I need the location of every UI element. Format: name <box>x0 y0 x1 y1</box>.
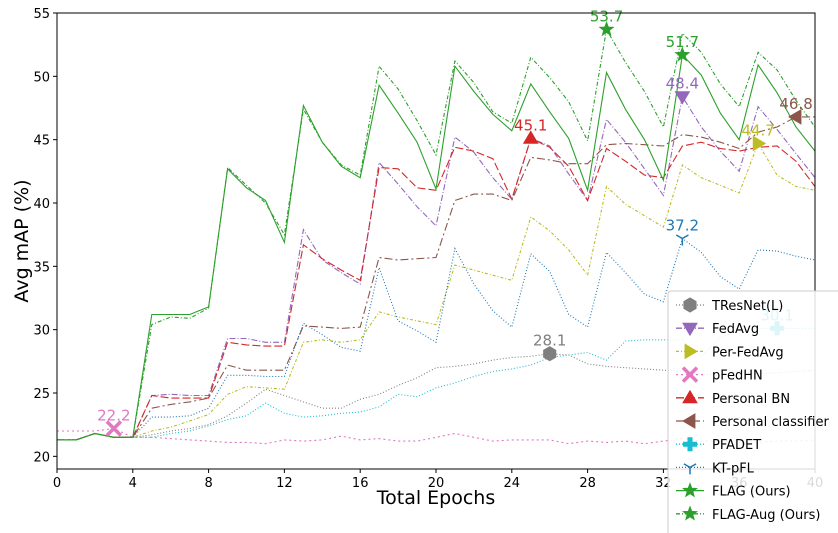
series-line-kt-pfl <box>57 237 815 441</box>
legend-marker-tresnet-l <box>683 297 697 313</box>
legend-marker-pfedhn <box>681 366 699 383</box>
x-axis-title: Total Epochs <box>376 487 496 509</box>
marker-kt-pfl <box>675 234 689 246</box>
y-tick-label: 35 <box>33 260 50 275</box>
legend-marker-personal-bn <box>682 389 698 404</box>
legend-marker-pfadet <box>683 437 697 452</box>
annotation-flag-aug-ours: 53.7 <box>590 7 623 25</box>
legend-label-kt-pfl: KT-pFL <box>712 461 755 476</box>
marker-per-fedavg <box>752 135 767 152</box>
legend-marker-per-fedavg <box>684 343 698 360</box>
plot-markers <box>105 21 802 437</box>
y-axis-title: Avg mAP (%) <box>11 179 33 302</box>
legend-label-personal-bn: Personal BN <box>712 392 790 407</box>
series-line-personal-classifier <box>57 116 815 441</box>
annotation-pfedhn: 22.2 <box>97 406 130 424</box>
legend-label-flag-ours: FLAG (Ours) <box>712 485 791 500</box>
series-line-per-fedavg <box>57 142 815 441</box>
y-tick-label: 25 <box>33 387 50 402</box>
annotation-personal-classifier: 46.8 <box>779 95 812 113</box>
x-tick-label: 16 <box>352 476 369 491</box>
series-line-fedavg <box>57 95 815 441</box>
legend-marker-flag-ours <box>681 482 699 498</box>
y-tick-label: 45 <box>33 134 50 149</box>
legend: TResNet(L) FedAvg Per-FedAvg pFedHN Personal… <box>667 290 838 533</box>
series-line-pfadet <box>57 327 815 441</box>
x-tick-label: 8 <box>204 476 212 491</box>
legend-label-pfedhn: pFedHN <box>712 369 763 384</box>
annotation-per-fedavg: 44.7 <box>741 121 774 139</box>
y-axis-ticks: 20 25 30 35 40 45 50 55 <box>33 7 57 465</box>
series-line-flag-ours <box>57 53 815 441</box>
legend-label-flag-aug-ours: FLAG-Aug (Ours) <box>712 508 820 523</box>
marker-fedavg <box>674 91 691 105</box>
plot-annotations: 28.148.444.722.245.146.830.137.251.753.7 <box>97 7 813 424</box>
legend-marker-flag-aug-ours <box>681 505 699 521</box>
marker-tresnet-l <box>543 346 557 362</box>
annotation-kt-pfl: 37.2 <box>666 216 699 234</box>
y-tick-label: 50 <box>33 70 50 85</box>
series-line-flag-aug-ours <box>57 27 815 441</box>
x-tick-label: 20 <box>428 476 445 491</box>
y-tick-label: 55 <box>33 7 50 22</box>
legend-label-tresnet-l: TResNet(L) <box>711 299 783 314</box>
legend-marker-kt-pfl <box>683 463 697 475</box>
legend-label-fedavg: FedAvg <box>712 322 759 337</box>
x-tick-label: 0 <box>53 476 61 491</box>
legend-label-per-fedavg: Per-FedAvg <box>712 345 784 360</box>
legend-label-personal-classifier: Personal classifier <box>712 415 829 430</box>
y-tick-label: 30 <box>33 324 50 339</box>
annotation-tresnet-l: 28.1 <box>533 332 566 350</box>
legend-label-pfadet: PFADET <box>712 438 761 453</box>
annotation-personal-bn: 45.1 <box>514 116 547 134</box>
marker-flag-aug-ours <box>598 21 615 37</box>
annotation-flag-ours: 51.7 <box>666 33 699 51</box>
legend-marker-fedavg <box>682 322 698 337</box>
legend-box <box>667 290 838 533</box>
marker-flag-ours <box>674 46 691 62</box>
marker-personal-classifier <box>788 108 802 125</box>
legend-marker-personal-classifier <box>682 413 696 429</box>
x-tick-label: 28 <box>579 476 596 491</box>
marker-personal-bn <box>522 130 539 144</box>
x-tick-label: 12 <box>276 476 293 491</box>
x-tick-label: 4 <box>129 476 137 491</box>
y-tick-label: 40 <box>33 197 50 212</box>
y-tick-label: 20 <box>33 450 50 465</box>
x-tick-label: 24 <box>504 476 521 491</box>
plot-lines <box>57 27 815 445</box>
annotation-fedavg: 48.4 <box>666 75 699 93</box>
marker-pfedhn <box>105 420 123 437</box>
